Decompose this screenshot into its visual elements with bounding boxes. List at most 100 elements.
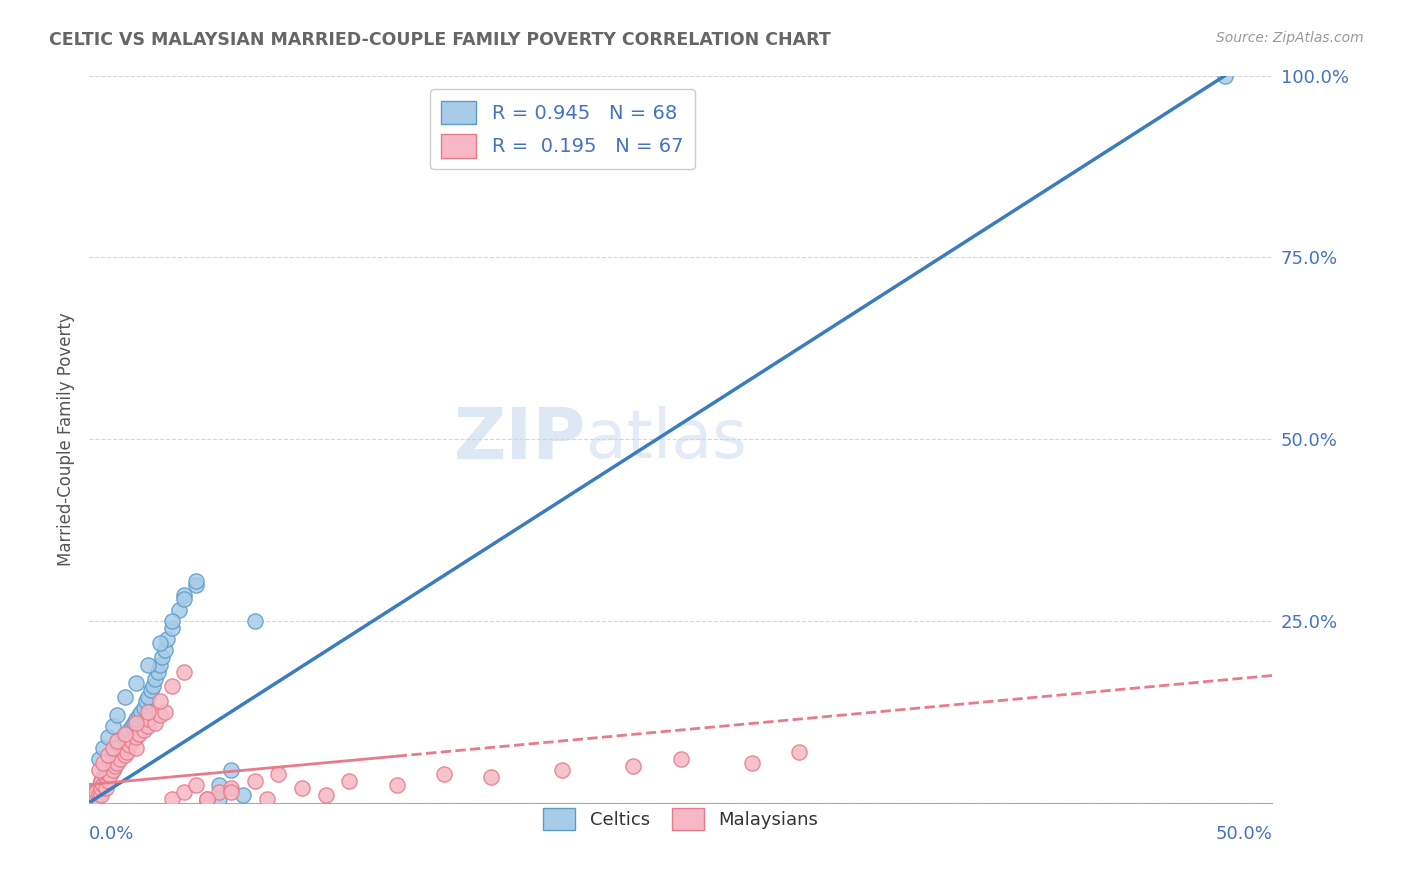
Point xyxy=(149,636,172,650)
Text: ZIP: ZIP xyxy=(454,405,586,474)
Point xyxy=(132,723,155,737)
Y-axis label: Married-Couple Family Poverty: Married-Couple Family Poverty xyxy=(58,312,75,566)
Point xyxy=(121,734,143,748)
Point xyxy=(551,763,574,777)
Point xyxy=(142,679,165,693)
Point xyxy=(173,665,195,679)
Point xyxy=(291,781,314,796)
Point xyxy=(136,719,159,733)
Point xyxy=(91,741,114,756)
Point xyxy=(160,679,183,693)
Point xyxy=(232,789,254,803)
Point xyxy=(118,723,141,737)
Point xyxy=(114,726,136,740)
Text: atlas: atlas xyxy=(586,406,747,472)
Point xyxy=(94,770,117,784)
Point xyxy=(143,672,166,686)
Point xyxy=(256,792,278,806)
Point xyxy=(108,741,131,756)
Point xyxy=(80,792,103,806)
Point xyxy=(97,766,120,780)
Point xyxy=(184,577,207,591)
Point xyxy=(243,614,266,628)
Text: 50.0%: 50.0% xyxy=(1216,824,1272,843)
Point xyxy=(243,773,266,788)
Point xyxy=(84,789,107,804)
Point xyxy=(115,726,138,740)
Point xyxy=(146,665,169,679)
Point xyxy=(87,787,110,801)
Point xyxy=(160,792,183,806)
Point xyxy=(152,650,174,665)
Point xyxy=(267,766,290,780)
Point xyxy=(84,782,107,797)
Point xyxy=(87,785,110,799)
Point xyxy=(184,778,207,792)
Point xyxy=(91,770,114,784)
Point xyxy=(129,705,152,719)
Point xyxy=(98,766,121,780)
Point xyxy=(197,793,219,807)
Point xyxy=(125,731,148,745)
Point xyxy=(94,766,117,780)
Text: Source: ZipAtlas.com: Source: ZipAtlas.com xyxy=(1216,31,1364,45)
Point xyxy=(84,785,107,799)
Point xyxy=(107,708,129,723)
Point xyxy=(115,745,138,759)
Point xyxy=(84,789,107,803)
Point xyxy=(385,778,408,792)
Point xyxy=(173,785,195,799)
Point xyxy=(184,574,207,588)
Point xyxy=(219,781,242,796)
Point xyxy=(80,793,103,807)
Point xyxy=(114,734,136,748)
Point xyxy=(136,690,159,705)
Point xyxy=(107,756,129,770)
Point xyxy=(83,789,105,804)
Point xyxy=(121,719,143,733)
Point xyxy=(104,745,127,759)
Point xyxy=(104,759,127,773)
Point xyxy=(433,766,456,780)
Point xyxy=(114,731,136,745)
Point xyxy=(94,781,117,796)
Point xyxy=(83,787,105,801)
Point xyxy=(101,763,124,777)
Point xyxy=(143,715,166,730)
Point xyxy=(173,589,195,603)
Point xyxy=(107,734,129,748)
Point xyxy=(136,712,159,726)
Point xyxy=(125,741,148,756)
Point xyxy=(173,592,195,607)
Point xyxy=(83,792,105,806)
Point xyxy=(108,752,131,766)
Point xyxy=(91,780,114,794)
Point xyxy=(481,770,503,784)
Point xyxy=(104,756,127,770)
Point xyxy=(125,675,148,690)
Point xyxy=(111,738,134,752)
Point xyxy=(91,778,114,792)
Point xyxy=(101,719,124,733)
Point xyxy=(1213,69,1236,83)
Point xyxy=(197,792,219,806)
Point xyxy=(97,772,120,787)
Point xyxy=(339,773,361,788)
Point xyxy=(156,632,179,646)
Point xyxy=(219,785,242,799)
Point xyxy=(90,773,112,788)
Point xyxy=(98,768,121,782)
Point xyxy=(139,683,162,698)
Point xyxy=(153,643,176,657)
Point xyxy=(160,621,183,635)
Point xyxy=(87,763,110,777)
Point xyxy=(153,705,176,719)
Point xyxy=(101,763,124,777)
Point xyxy=(208,778,231,792)
Point xyxy=(90,789,112,803)
Point xyxy=(149,694,172,708)
Point xyxy=(90,782,112,797)
Point xyxy=(208,792,231,806)
Point xyxy=(149,657,172,672)
Point xyxy=(623,759,645,773)
